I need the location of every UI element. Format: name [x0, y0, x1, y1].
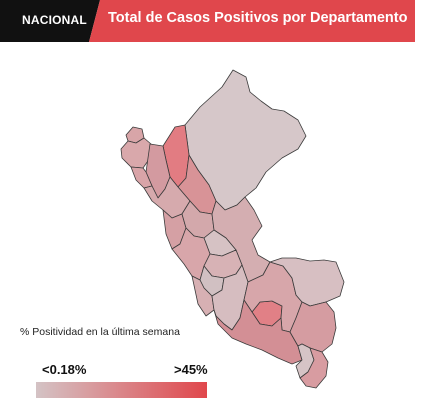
dept-la-libertad[interactable] — [143, 176, 191, 219]
legend-min-label: <0.18% — [42, 362, 87, 377]
dept-tacna[interactable] — [299, 347, 329, 389]
dept-arequipa[interactable] — [213, 299, 303, 365]
nacional-label: NACIONAL — [22, 13, 87, 27]
legend-gradient-bar — [36, 382, 207, 398]
legend-max-label: >45% — [174, 362, 208, 377]
header: NACIONAL Total de Casos Positivos por De… — [0, 0, 421, 42]
title-band — [89, 0, 415, 42]
dept-madre-de-dios[interactable] — [269, 257, 345, 307]
legend-caption: % Positividad en la última semana — [20, 326, 180, 338]
page-title: Total de Casos Positivos por Departament… — [108, 10, 408, 26]
nacional-badge — [0, 0, 100, 42]
